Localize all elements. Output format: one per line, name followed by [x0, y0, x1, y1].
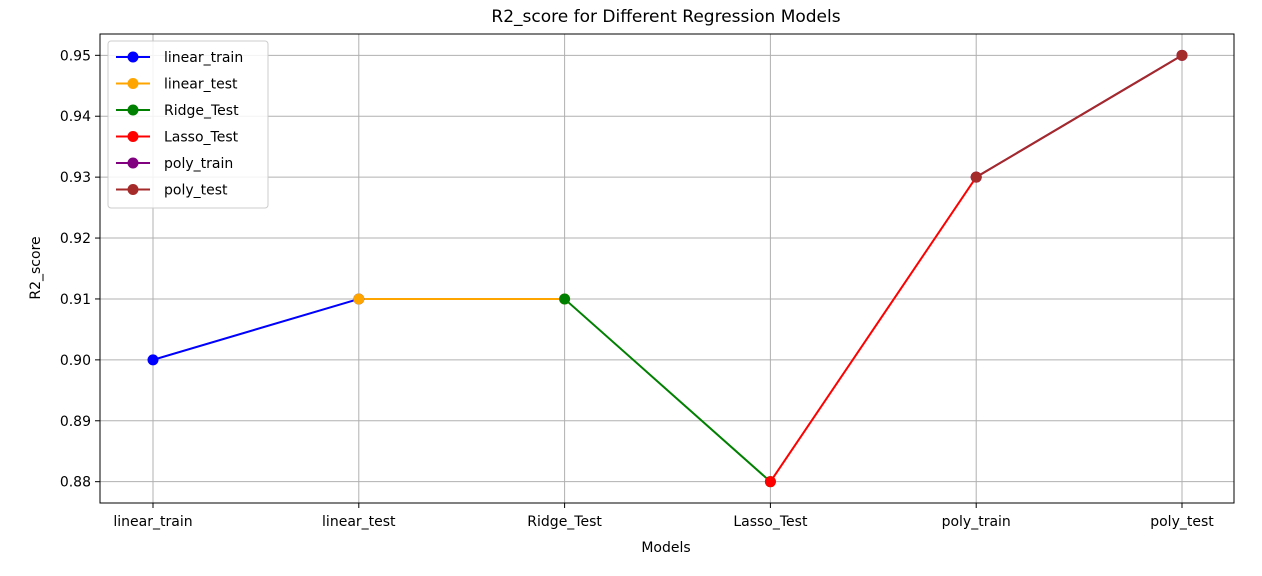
chart-title: R2_score for Different Regression Models	[491, 7, 840, 27]
legend-marker-Ridge_Test	[127, 104, 139, 116]
legend-marker-linear_test	[127, 78, 139, 89]
plot-frame	[99, 33, 1235, 504]
y-axis-ticks: 0.88 0.89 0.90 0.91 0.92 0.93 0.94 0.95	[60, 48, 100, 491]
legend-label-Lasso_Test: Lasso_Test	[164, 130, 239, 146]
grid	[100, 34, 1234, 503]
data-point-poly_test	[970, 171, 982, 183]
legend-label-linear_train: linear_train	[164, 50, 243, 66]
y-tick-label: 0.95	[60, 48, 91, 64]
x-axis-ticks: linear_train linear_test Ridge_Test Lasso_T…	[113, 503, 1214, 530]
y-tick-label: 0.89	[60, 414, 91, 430]
x-tick-label: Lasso_Test	[733, 514, 808, 530]
legend-marker-linear_train	[127, 51, 139, 63]
x-tick-label: linear_test	[322, 514, 396, 530]
legend-label-poly_test: poly_test	[164, 183, 228, 199]
data-point-linear_train	[147, 354, 159, 366]
legend-marker-Lasso_Test	[127, 131, 139, 142]
legend-marker-poly_train	[127, 157, 139, 169]
data-points	[147, 49, 1188, 488]
y-tick-label: 0.94	[60, 109, 91, 125]
series-line-linear_train	[151, 297, 361, 362]
x-tick-label: poly_train	[942, 514, 1011, 530]
x-tick-label: Ridge_Test	[527, 514, 602, 530]
legend-label-linear_test: linear_test	[164, 77, 238, 93]
y-axis-label: R2_score	[28, 236, 44, 299]
data-point-linear_test	[353, 293, 365, 305]
x-tick-label: poly_test	[1150, 514, 1214, 530]
data-point-Ridge_Test	[559, 293, 571, 305]
y-tick-label: 0.93	[60, 170, 91, 186]
y-tick-label: 0.91	[60, 292, 91, 308]
series-line-Ridge_Test	[563, 297, 772, 484]
data-point-poly_test	[1176, 49, 1188, 61]
x-tick-label: linear_train	[113, 514, 192, 530]
legend-label-Ridge_Test: Ridge_Test	[164, 103, 239, 119]
legend-label-poly_train: poly_train	[164, 156, 233, 172]
series-line-poly_test	[974, 53, 1184, 179]
series-line-Lasso_Test	[769, 175, 978, 484]
x-axis-label: Models	[641, 540, 690, 556]
y-tick-label: 0.90	[60, 353, 91, 369]
legend: linear_train linear_test Ridge_Test Lasso_T…	[107, 40, 269, 209]
series-lines	[151, 53, 1184, 484]
y-tick-label: 0.92	[60, 231, 91, 247]
legend-marker-poly_test	[127, 184, 139, 195]
y-tick-label: 0.88	[60, 475, 91, 491]
data-point-Lasso_Test	[764, 476, 776, 488]
